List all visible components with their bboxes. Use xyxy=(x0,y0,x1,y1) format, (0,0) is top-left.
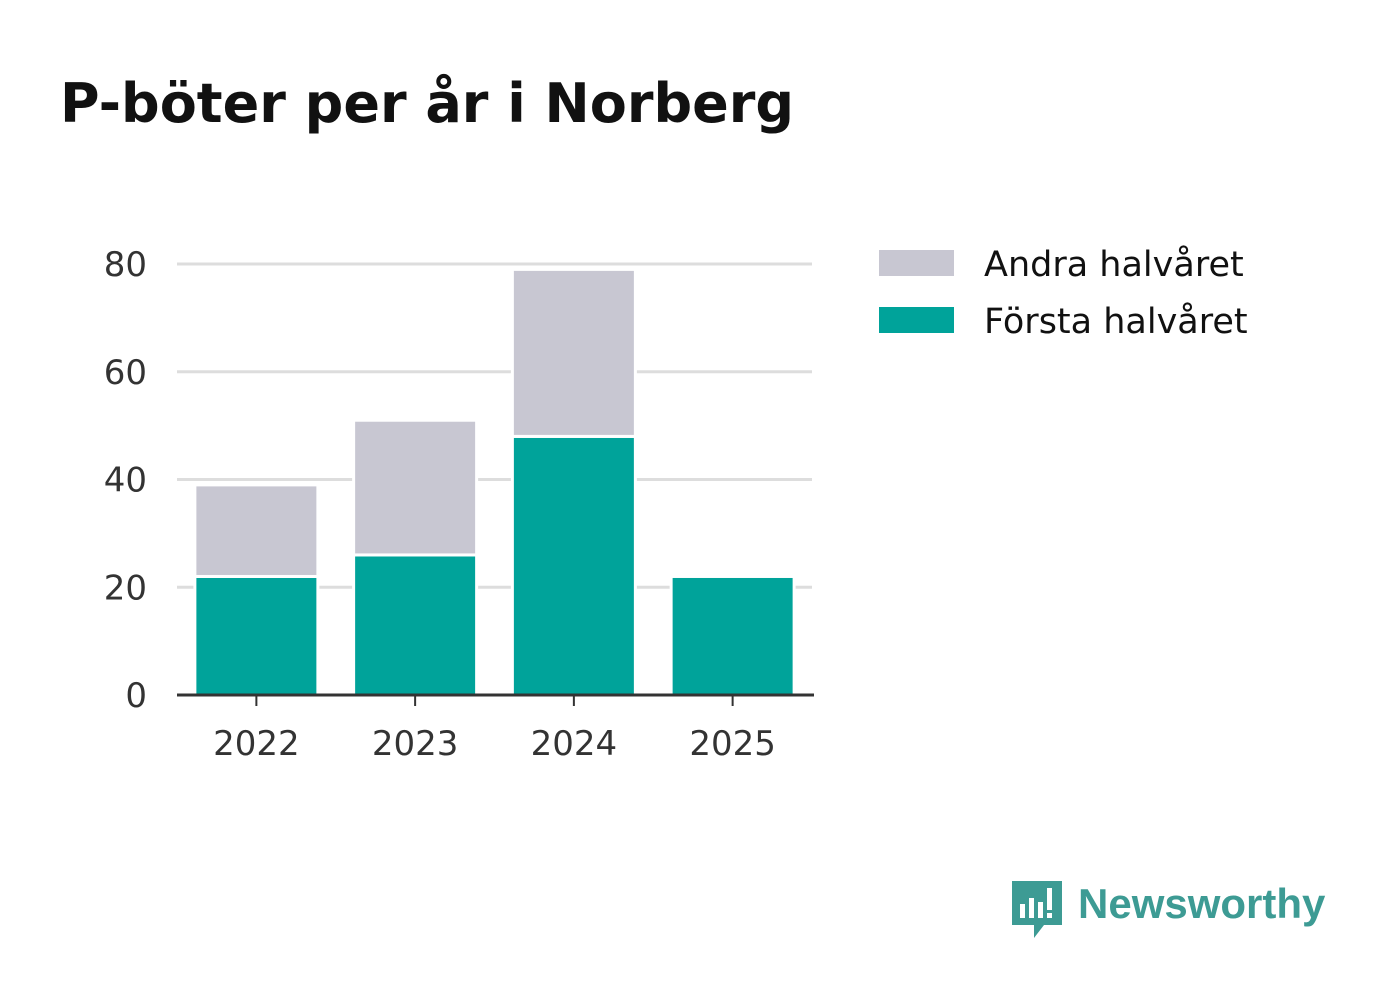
y-tick-label-0: 0 xyxy=(125,676,147,716)
legend-label-forsta: Första halvåret xyxy=(984,301,1248,342)
chart-title: P-böter per år i Norberg xyxy=(60,72,794,135)
y-axis: 0 20 40 60 80 xyxy=(104,245,147,716)
y-tick-label-20: 20 xyxy=(104,568,147,608)
bar-2025-series-0 xyxy=(669,574,796,697)
bar-2023-series-1 xyxy=(352,418,479,557)
y-tick-label-80: 80 xyxy=(104,245,147,285)
legend-label-andra: Andra halvåret xyxy=(984,244,1244,285)
x-tick-label-2024: 2024 xyxy=(531,724,618,764)
bar-2024-series-0 xyxy=(510,434,637,697)
legend-swatch-andra xyxy=(879,250,954,276)
bar-2022-series-0 xyxy=(193,574,320,697)
bars xyxy=(193,267,796,697)
x-tick-label-2022: 2022 xyxy=(213,724,300,764)
legend: Andra halvåret Första halvåret xyxy=(879,244,1248,342)
brand-name: Newsworthy xyxy=(1078,880,1326,927)
y-tick-label-40: 40 xyxy=(104,461,147,501)
x-tick-label-2023: 2023 xyxy=(372,724,459,764)
brand-logo: Newsworthy xyxy=(1012,880,1326,938)
x-tick-label-2025: 2025 xyxy=(689,724,776,764)
y-tick-label-60: 60 xyxy=(104,353,147,393)
bar-2024-series-1 xyxy=(510,267,637,438)
newsworthy-logo-icon xyxy=(1012,881,1062,938)
bar-2022-series-1 xyxy=(193,483,320,578)
legend-swatch-forsta xyxy=(879,307,954,333)
x-axis: 2022 2023 2024 2025 xyxy=(177,693,814,764)
bar-2023-series-0 xyxy=(352,553,479,697)
